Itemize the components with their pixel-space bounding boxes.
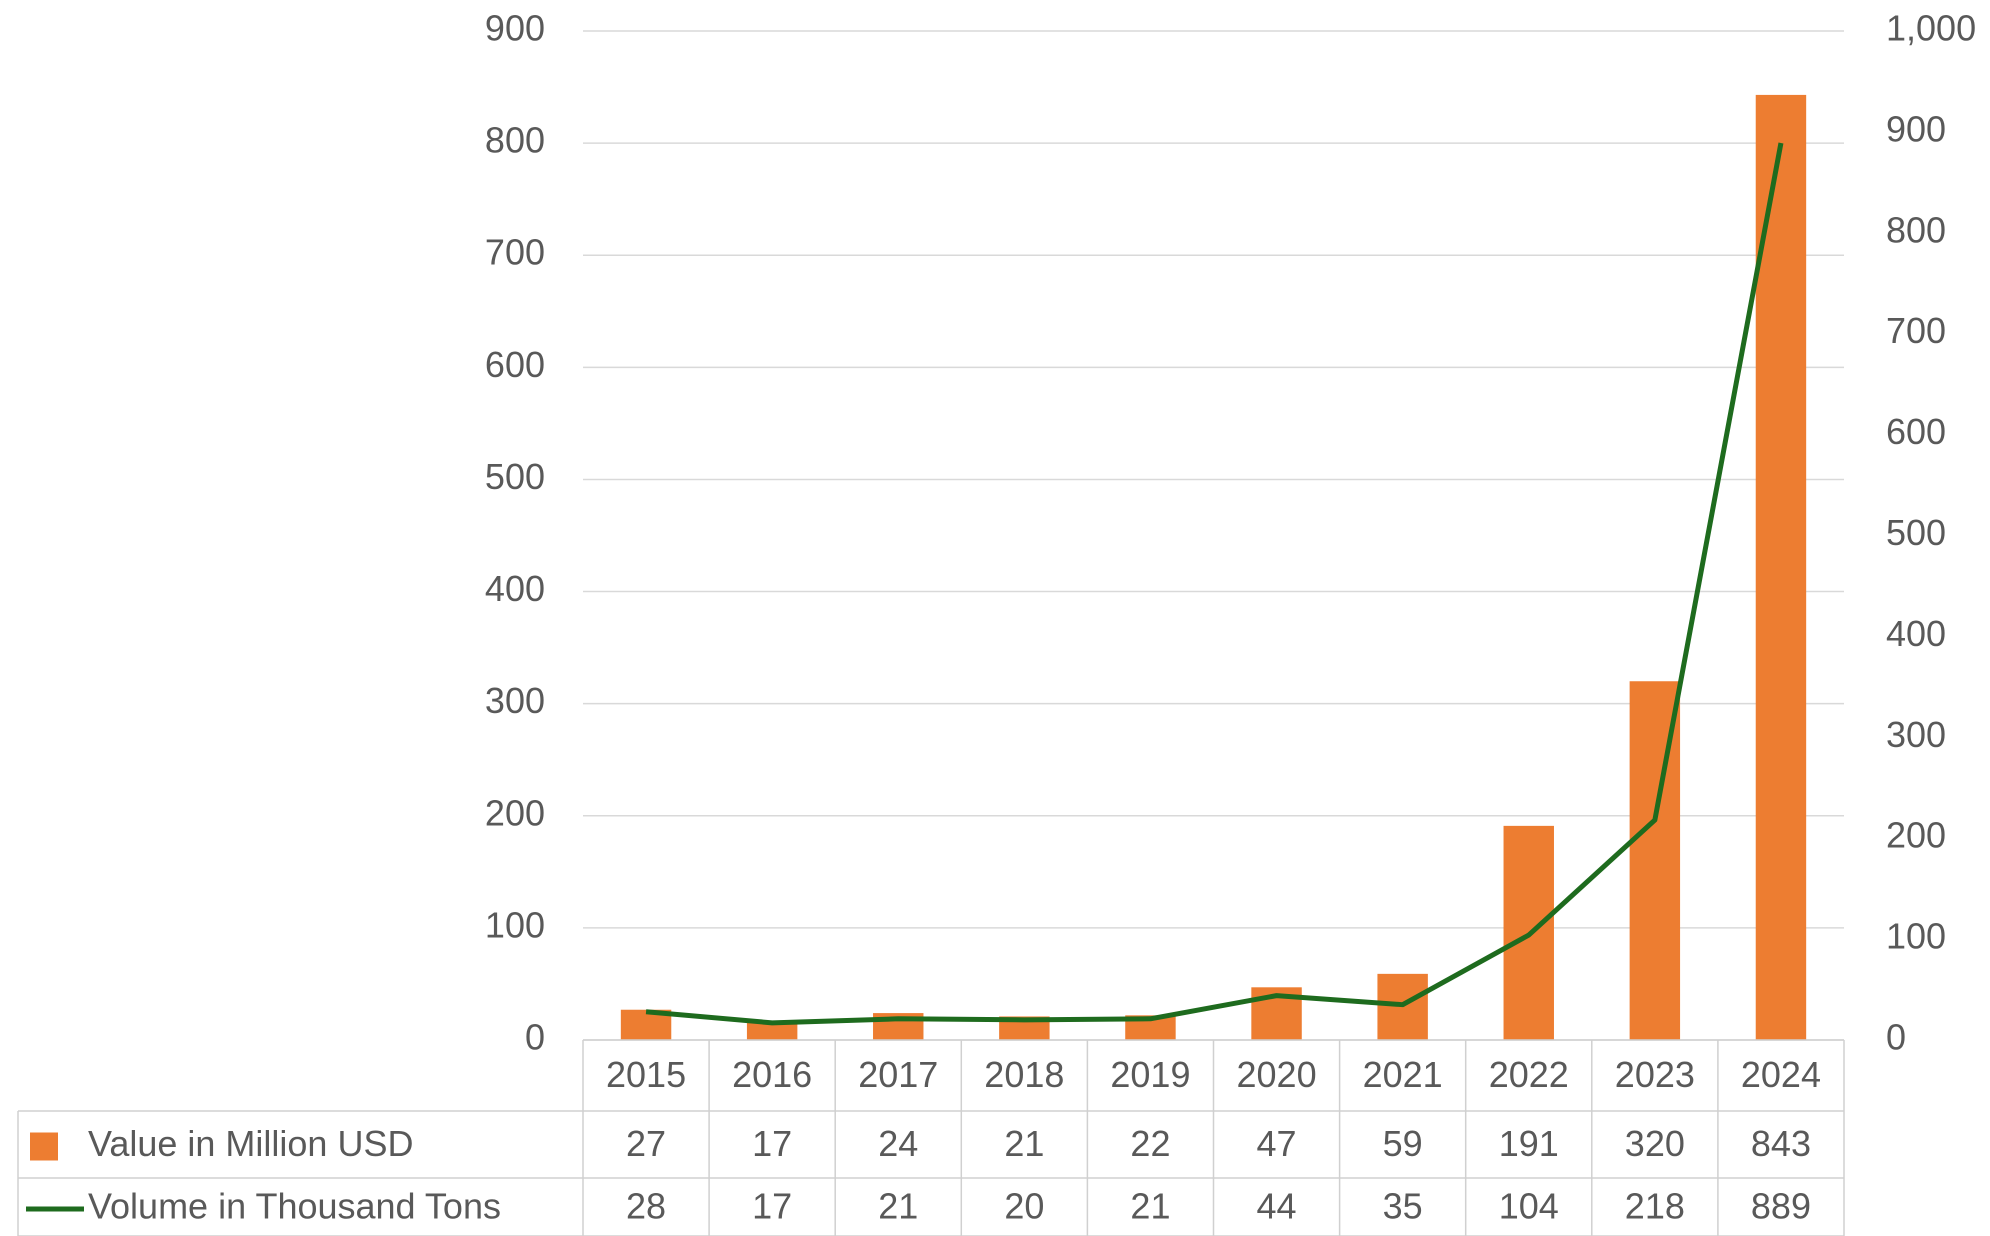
table-cell: 104 <box>1499 1186 1559 1227</box>
y2-tick-label: 200 <box>1886 815 1946 856</box>
y-tick-label: 300 <box>485 680 545 721</box>
table-cell: 27 <box>626 1123 666 1164</box>
legend-label: Volume in Thousand Tons <box>88 1186 501 1227</box>
y2-tick-label: 0 <box>1886 1017 1906 1058</box>
y-tick-label: 100 <box>485 904 545 945</box>
y2-tick-label: 900 <box>1886 108 1946 149</box>
y2-tick-label: 800 <box>1886 209 1946 250</box>
table-cell: 889 <box>1751 1186 1811 1227</box>
table-cell: 21 <box>1130 1186 1170 1227</box>
x-tick-label: 2015 <box>606 1054 686 1095</box>
table-cell: 20 <box>1004 1186 1044 1227</box>
table-cell: 843 <box>1751 1123 1811 1164</box>
table-cell: 44 <box>1257 1186 1297 1227</box>
bar <box>1755 94 1807 1041</box>
x-tick-label: 2019 <box>1110 1054 1190 1095</box>
x-tick-label: 2016 <box>732 1054 812 1095</box>
table-cell: 320 <box>1625 1123 1685 1164</box>
table-cell: 21 <box>1004 1123 1044 1164</box>
x-tick-label: 2023 <box>1615 1054 1695 1095</box>
x-tick-label: 2020 <box>1237 1054 1317 1095</box>
legend-key <box>30 1132 58 1161</box>
y2-tick-label: 500 <box>1886 512 1946 553</box>
y2-tick-label: 600 <box>1886 411 1946 452</box>
line <box>645 142 1784 1026</box>
table-cell: 191 <box>1499 1123 1559 1164</box>
y2-tick-label: 700 <box>1886 310 1946 351</box>
y2-tick-label: 100 <box>1886 916 1946 957</box>
table-cell: 47 <box>1257 1123 1297 1164</box>
table-cell: 59 <box>1383 1123 1423 1164</box>
x-tick-label: 2021 <box>1363 1054 1443 1095</box>
y-tick-label: 400 <box>485 568 545 609</box>
table-cell: 28 <box>626 1186 666 1227</box>
y2-tick-label: 300 <box>1886 714 1946 755</box>
y2-tick-label: 1,000 <box>1886 8 1976 49</box>
bar <box>746 1020 798 1040</box>
table-cell: 35 <box>1383 1186 1423 1227</box>
table-cell: 24 <box>878 1123 918 1164</box>
y-tick-label: 900 <box>485 8 545 49</box>
table-cell: 21 <box>878 1186 918 1227</box>
x-tick-label: 2018 <box>984 1054 1064 1095</box>
table-cell: 22 <box>1130 1123 1170 1164</box>
y-tick-label: 600 <box>485 344 545 385</box>
y-tick-label: 200 <box>485 792 545 833</box>
x-tick-label: 2024 <box>1741 1054 1821 1095</box>
y-tick-label: 700 <box>485 232 545 273</box>
y-tick-label: 500 <box>485 456 545 497</box>
legend-label: Value in Million USD <box>88 1123 413 1164</box>
y-tick-label: 800 <box>485 120 545 161</box>
table-cell: 17 <box>752 1123 792 1164</box>
table-cell: 218 <box>1625 1186 1685 1227</box>
y2-tick-label: 400 <box>1886 613 1946 654</box>
y-tick-label: 0 <box>525 1017 545 1058</box>
bar <box>999 1016 1050 1040</box>
x-tick-label: 2017 <box>858 1054 938 1095</box>
table-cell: 17 <box>752 1186 792 1227</box>
x-tick-label: 2022 <box>1489 1054 1569 1095</box>
